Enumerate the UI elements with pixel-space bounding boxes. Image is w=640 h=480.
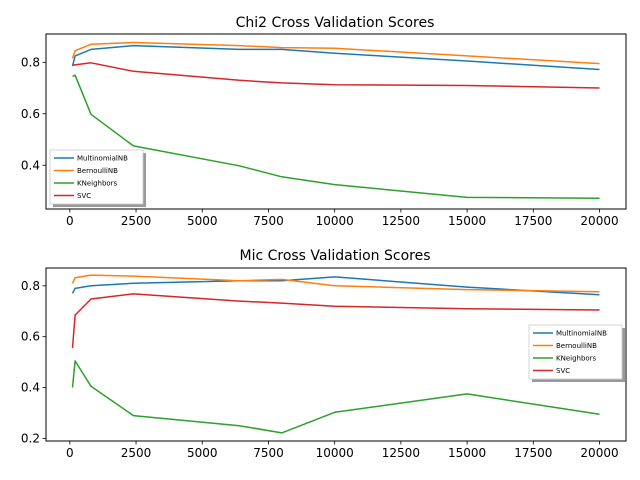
series-line-svc xyxy=(72,62,600,89)
chart-title: Chi2 Cross Validation Scores xyxy=(236,15,435,31)
y-tick-label: 0.8 xyxy=(21,55,40,69)
y-tick-label: 0.8 xyxy=(21,279,40,293)
legend-label: SVC xyxy=(77,192,91,200)
plot-area: 0 2500 5000 7500 10000 12500 15000 17500 20000 0.… xyxy=(21,267,627,460)
x-tick-label: 10000 xyxy=(316,214,354,228)
x-tick-label: 15000 xyxy=(448,446,486,460)
x-tick-label: 20000 xyxy=(580,214,618,228)
legend: MultinomialNB BernoulliNB KNeighbors SVC xyxy=(49,149,146,207)
x-tick-label: 2500 xyxy=(121,446,152,460)
y-tick-label: 0.2 xyxy=(21,431,40,445)
legend-label: MultinomialNB xyxy=(556,330,607,338)
x-tick-label: 15000 xyxy=(448,214,486,228)
x-tick-label: 2500 xyxy=(121,214,152,228)
legend-box xyxy=(49,149,144,205)
y-tick-label: 0.4 xyxy=(21,158,40,172)
legend-label: SVC xyxy=(556,367,570,375)
series-line-multinomialnb xyxy=(71,44,600,71)
x-tick-label: 7500 xyxy=(253,446,284,460)
legend: MultinomialNB BernoulliNB KNeighbors SVC xyxy=(528,324,625,382)
mic-chart: Mic Cross Validation Scores 0 2500 5000 750… xyxy=(21,248,627,460)
x-tick-label: 17500 xyxy=(514,446,552,460)
legend-label: KNeighbors xyxy=(556,355,597,363)
x-tick-label: 20000 xyxy=(580,446,618,460)
legend-label: MultinomialNB xyxy=(77,155,128,163)
x-tick-label: 5000 xyxy=(187,446,218,460)
legend-label: BernoulliNB xyxy=(77,167,118,175)
plot-area: 0 2500 5000 7500 10000 12500 15000 17500 20000 0.… xyxy=(21,33,627,228)
legend-label: BernoulliNB xyxy=(556,342,597,350)
x-tick-label: 0 xyxy=(66,214,74,228)
x-tick-label: 12500 xyxy=(382,446,420,460)
x-tick-label: 10000 xyxy=(316,446,354,460)
y-tick-label: 0.4 xyxy=(21,381,40,395)
y-tick-label: 0.6 xyxy=(21,107,40,121)
y-tick-label: 0.6 xyxy=(21,330,40,344)
legend-label: KNeighbors xyxy=(77,180,118,188)
series-line-kneighbors xyxy=(72,74,600,199)
x-tick-label: 0 xyxy=(66,446,74,460)
plot-frame xyxy=(45,267,627,442)
series-line-svc xyxy=(71,293,600,349)
chart-title: Mic Cross Validation Scores xyxy=(239,248,430,264)
series-line-bernoullinb xyxy=(71,274,600,293)
plot-frame xyxy=(45,33,627,210)
series-line-kneighbors xyxy=(71,360,600,434)
series-line-bernoullinb xyxy=(71,41,600,65)
x-tick-label: 17500 xyxy=(514,214,552,228)
x-tick-label: 7500 xyxy=(253,214,284,228)
x-tick-label: 5000 xyxy=(187,214,218,228)
x-tick-label: 12500 xyxy=(382,214,420,228)
chi2-chart: Chi2 Cross Validation Scores 0 2500 5000 75… xyxy=(21,15,627,228)
